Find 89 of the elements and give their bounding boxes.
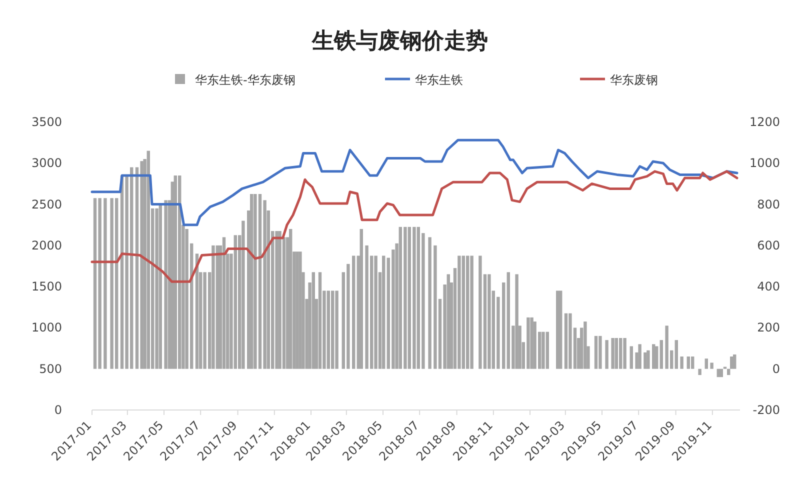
bar <box>614 338 618 369</box>
bar <box>178 175 182 369</box>
bar <box>234 235 237 369</box>
bar <box>727 368 730 376</box>
bar <box>605 340 608 369</box>
y2-tick-label: 200 <box>757 320 780 335</box>
bar <box>655 346 658 369</box>
bar <box>458 256 461 369</box>
bar <box>158 204 162 369</box>
bar <box>698 368 702 376</box>
chart-title: 生铁与废钢价走势 <box>311 28 488 54</box>
line-series <box>90 138 738 226</box>
y2-tick-label: 600 <box>757 238 780 252</box>
line-series <box>90 170 738 283</box>
bar <box>720 368 723 378</box>
bar <box>611 338 614 369</box>
bar <box>278 231 282 369</box>
bar <box>515 274 518 369</box>
legend-label: 华东生铁-华东废钢 <box>195 73 296 87</box>
bar <box>289 228 292 369</box>
bar <box>104 198 107 369</box>
bar <box>733 354 736 369</box>
bar <box>446 274 450 369</box>
bar <box>691 356 694 369</box>
bar <box>326 290 330 369</box>
y2-tick-label: 1000 <box>749 156 780 170</box>
bar <box>646 350 650 369</box>
bar <box>716 368 720 378</box>
bar <box>502 282 506 369</box>
bar <box>374 256 378 369</box>
y-tick-label: 3000 <box>31 156 62 170</box>
bar <box>382 256 386 369</box>
bar <box>710 362 714 369</box>
bar <box>466 256 470 369</box>
y2-tick-label: -200 <box>752 403 780 417</box>
bar <box>730 356 734 369</box>
legend-label: 华东生铁 <box>415 73 463 87</box>
bar <box>598 336 602 369</box>
bar <box>638 344 642 369</box>
bar <box>564 313 568 369</box>
bar <box>216 245 219 369</box>
y-tick-label: 1000 <box>31 320 62 335</box>
y-tick-label: 500 <box>39 362 62 376</box>
bar <box>680 356 684 369</box>
bar <box>155 208 158 369</box>
bar <box>250 194 254 369</box>
bar <box>360 228 363 369</box>
bar <box>619 338 622 369</box>
bar <box>542 332 545 369</box>
bar <box>164 200 168 369</box>
bar <box>704 358 708 369</box>
bar <box>630 346 633 369</box>
y2-tick-label: 800 <box>757 197 780 212</box>
y2-tick-label: 0 <box>772 362 780 376</box>
bar <box>556 290 560 369</box>
bar <box>594 336 598 369</box>
bar <box>462 256 465 369</box>
bar <box>242 220 245 369</box>
bar <box>660 340 663 369</box>
bar <box>470 256 474 369</box>
bar <box>644 352 647 369</box>
y2-tick-label: 400 <box>757 280 780 294</box>
bar <box>174 175 177 369</box>
bar <box>318 272 322 369</box>
legend-label: 华东废钢 <box>610 73 658 87</box>
bar <box>335 290 338 369</box>
bar <box>146 150 150 369</box>
bar <box>686 356 690 369</box>
bar <box>488 274 491 369</box>
bar <box>212 245 215 369</box>
bar <box>428 237 432 369</box>
y2-tick-label: 1200 <box>749 115 780 129</box>
bar <box>275 231 278 369</box>
bar <box>546 332 549 369</box>
bar <box>652 344 656 369</box>
y-tick-label: 2000 <box>31 238 62 252</box>
y-tick-label: 1500 <box>31 280 62 294</box>
bar <box>584 322 587 369</box>
bar <box>623 338 626 369</box>
bar <box>559 290 562 369</box>
bar <box>312 272 315 369</box>
y-tick-label: 2500 <box>31 197 62 212</box>
bar <box>331 290 334 369</box>
y-tick-label: 0 <box>54 403 62 417</box>
bar <box>674 340 678 369</box>
bar <box>530 317 534 369</box>
y-tick-label: 3500 <box>31 115 62 129</box>
bar <box>352 256 356 369</box>
bar <box>222 237 226 369</box>
